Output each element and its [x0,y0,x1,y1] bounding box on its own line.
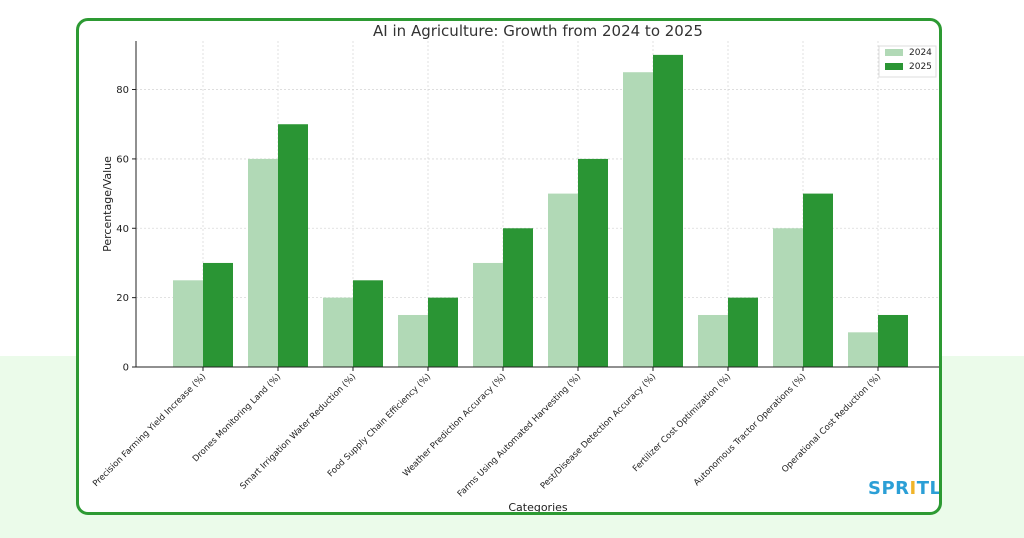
logo-letter: L [930,478,939,499]
logo-letter: S [868,478,881,499]
bar-2024-10 [848,332,878,367]
logo-letter: P [881,478,895,499]
y-ticks: 0 20 40 60 80 [116,85,136,374]
bar-2025-6 [578,158,608,367]
bar-2025-1 [203,262,233,367]
logo-letter: T [917,478,930,499]
chart-card: 0 20 40 60 80 Precision Farming Yield Increa… [76,18,942,515]
axes [135,41,939,368]
bar-2024-4 [398,314,428,367]
bar-2024-9 [773,228,803,367]
bar-2025-8 [728,297,758,367]
y-tick-label: 20 [116,293,129,304]
bar-2025-2 [278,124,308,367]
y-tick-label: 40 [116,224,129,235]
y-axis-label: Percentage/Value [101,156,114,252]
legend-label-2024: 2024 [909,48,932,58]
bar-2024-6 [548,193,578,367]
legend-label-2025: 2025 [909,62,932,72]
bar-2025-4 [428,297,458,367]
y-tick-label: 80 [116,85,129,96]
logo-letter: R [895,478,909,499]
legend-swatch-2024 [885,49,903,56]
y-tick-label: 60 [116,154,129,165]
sprite-logo: SPRITLE [868,478,939,499]
logo-letter: I [910,478,917,499]
bar-2025-10 [878,314,908,367]
legend: 2024 2025 [878,45,937,78]
bar-2024-7 [623,72,653,367]
chart-title: AI in Agriculture: Growth from 2024 to 2… [373,22,703,40]
x-tick-label: Farms Using Automated Harvesting (%) [456,372,583,499]
bar-2024-3 [323,297,353,367]
grid-lines [136,41,939,367]
bar-2024-8 [698,314,728,367]
x-tick-label: Pest/Disease Detection Accuracy (%) [539,372,658,491]
bar-2025-3 [353,280,383,367]
y-tick-label: 0 [123,363,129,374]
bar-2024-5 [473,262,503,367]
x-tick-label: Smart Irrigation Water Reduction (%) [238,372,358,492]
x-axis-label: Categories [508,501,568,512]
bar-chart: 0 20 40 60 80 Precision Farming Yield Increa… [91,22,939,512]
legend-swatch-2025 [885,63,903,70]
bars [173,54,908,367]
bar-2025-9 [803,193,833,367]
x-tick-label: Precision Farming Yield Increase (%) [91,372,208,489]
bar-2024-2 [248,158,278,367]
bar-2025-7 [653,54,683,367]
bar-2024-1 [173,280,203,367]
x-tick-label: Drones Monitoring Land (%) [191,372,283,464]
bar-2025-5 [503,228,533,367]
x-ticks: Precision Farming Yield Increase (%)Dron… [91,367,883,499]
